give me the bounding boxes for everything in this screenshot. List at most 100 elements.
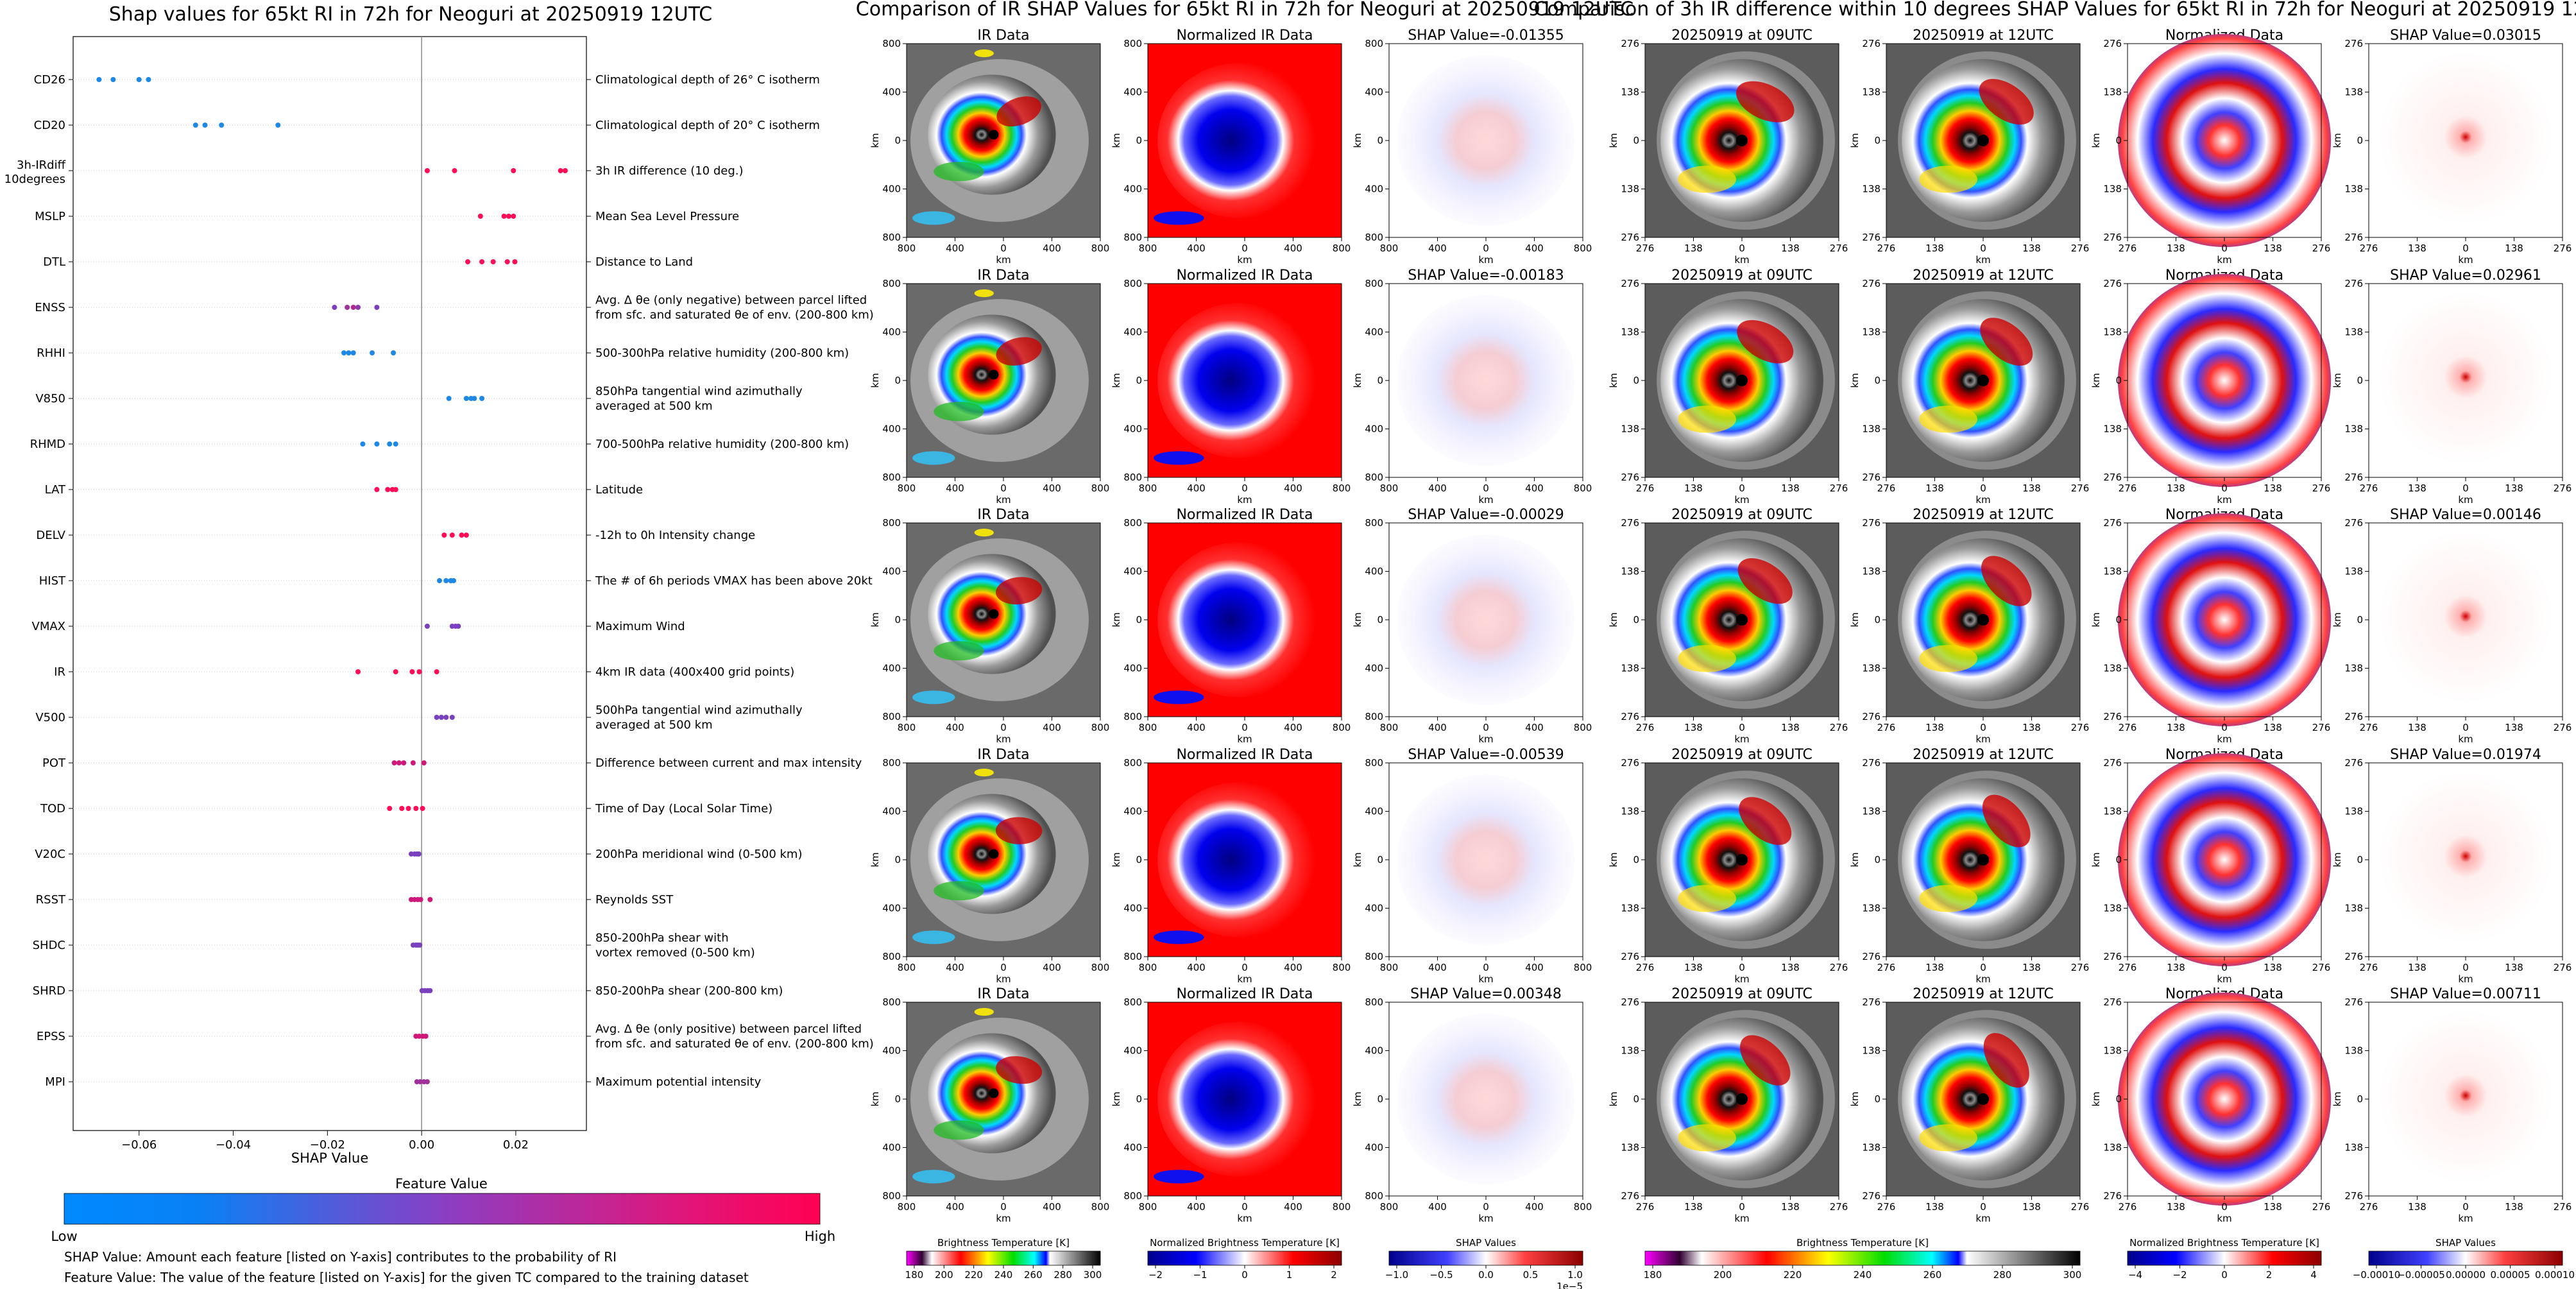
y-tick-label: 276 [1862, 232, 1881, 243]
y-tick-label: 400 [1123, 566, 1142, 577]
x-tick-label: 0 [1241, 482, 1248, 494]
image-panel-title: SHAP Value=-0.00183 [1408, 268, 1564, 284]
x-tick-label: 800 [898, 962, 916, 973]
shap-pattern [1397, 295, 1575, 466]
colorbar-label: Brightness Temperature [K] [937, 1237, 1070, 1249]
colorbar-tick-label: −1 [1193, 1269, 1207, 1281]
y-tick-label: 138 [1621, 903, 1639, 914]
y-tick-label: 400 [1123, 423, 1142, 435]
x-tick-label: 0 [1000, 1201, 1007, 1213]
left-plot-frame [73, 36, 587, 1131]
outer-band [1678, 885, 1736, 912]
x-axis-label: km [996, 494, 1011, 506]
y-tick-label: 0 [1377, 614, 1383, 626]
x-tick-label: 138 [2167, 482, 2185, 494]
outer-band [934, 641, 984, 661]
image-panel: SHAP Value=0.007112762761381380013813827… [2332, 986, 2572, 1224]
colorbar-tick-label: 2 [1331, 1269, 1337, 1281]
shap-point [443, 715, 449, 720]
image-panel: Normalized IR Data8008004004000040040080… [1111, 507, 1351, 745]
y-tick-label: 800 [1365, 232, 1383, 243]
y-tick-label: 276 [1621, 711, 1639, 722]
x-tick-label: 400 [1525, 243, 1544, 254]
y-tick-label: 276 [1621, 278, 1639, 289]
colorbar-tick-label: 300 [2063, 1269, 2082, 1281]
x-tick-label: 800 [1139, 482, 1157, 494]
y-axis-label: km [1352, 133, 1363, 148]
feature-code-label: V850 [35, 392, 65, 405]
shap-point [393, 441, 398, 447]
x-axis-label: km [996, 1213, 1011, 1224]
x-tick-label: 138 [2022, 482, 2041, 494]
x-tick-label: 276 [2119, 722, 2137, 733]
y-tick-label: 138 [1621, 327, 1639, 338]
x-tick-label: 276 [2360, 1201, 2378, 1213]
y-tick-label: 276 [1862, 278, 1881, 289]
y-tick-label: 138 [2344, 566, 2363, 577]
y-tick-label: 400 [882, 1045, 901, 1057]
y-tick-label: 276 [1862, 996, 1881, 1008]
x-tick-label: 400 [1284, 1201, 1302, 1213]
image-panel-title: Normalized IR Data [1176, 28, 1313, 44]
x-tick-label: 0 [1739, 482, 1745, 494]
feature-description: Climatological depth of 20° C isotherm [595, 119, 820, 132]
x-tick-label: 138 [1781, 722, 1800, 733]
x-tick-label: 800 [1380, 482, 1399, 494]
y-tick-label: 0 [1377, 375, 1383, 386]
norm-core [1157, 1021, 1320, 1177]
x-tick-label: 0 [2462, 482, 2469, 494]
y-tick-label: 138 [2344, 423, 2363, 435]
y-tick-label: 400 [1365, 184, 1383, 195]
image-panel: 20250919 at 09UTC27627613813800138138276… [1608, 986, 1848, 1224]
colorbar [906, 1251, 1101, 1266]
x-tick-label: 0 [1241, 243, 1248, 254]
y-tick-label: 800 [1123, 996, 1142, 1008]
x-tick-label: 276 [1636, 962, 1655, 973]
y-tick-label: 400 [882, 327, 901, 338]
feature-code-label: CD20 [34, 119, 65, 132]
x-axis-label: km [1237, 733, 1252, 745]
y-tick-label: 0 [1633, 135, 1639, 146]
left-x-axis-label: SHAP Value [291, 1150, 369, 1166]
feature-description: 700-500hPa relative humidity (200-800 km… [595, 438, 849, 451]
x-tick-label: 138 [1781, 962, 1800, 973]
image-panel-title: IR Data [977, 986, 1029, 1002]
image-panel-title: IR Data [977, 268, 1029, 284]
rain-band [996, 577, 1043, 605]
shap-point [416, 851, 422, 857]
storm-eye [1736, 1093, 1748, 1105]
north-cell [974, 529, 994, 537]
y-axis-label: km [2090, 852, 2102, 867]
shap-point [405, 806, 411, 811]
shap-point [219, 123, 225, 128]
feature-description: averaged at 500 km [595, 719, 713, 732]
y-tick-label: 800 [1123, 757, 1142, 769]
shap-point [418, 897, 423, 902]
image-panel: SHAP Value=-0.00183800800400400004004008… [1352, 268, 1592, 506]
y-tick-label: 276 [2103, 711, 2122, 722]
outer-band [934, 881, 984, 901]
shap-point [399, 806, 405, 811]
y-tick-label: 276 [2344, 951, 2363, 962]
norm-swirl [2117, 33, 2332, 248]
image-panel: Normalized IR Data8008004004000040040080… [1111, 28, 1351, 266]
shap-pattern [1397, 1014, 1575, 1184]
x-tick-label: 276 [1830, 482, 1848, 494]
x-tick-label: 276 [2071, 243, 2090, 254]
x-tick-label: 276 [2360, 722, 2378, 733]
x-axis-label: km [1975, 494, 1990, 506]
x-tick-label: 276 [2360, 962, 2378, 973]
image-panel: Normalized Data2762761381380013813827627… [2090, 747, 2332, 985]
image-panel-title: 20250919 at 09UTC [1671, 28, 1813, 44]
y-tick-label: 0 [1874, 1093, 1881, 1105]
y-tick-label: 400 [1123, 1045, 1142, 1057]
y-axis-label: km [2090, 133, 2102, 148]
colorbar-tick-label: −2 [1148, 1269, 1163, 1281]
x-tick-label: 0 [2462, 722, 2469, 733]
y-tick-label: 276 [2344, 232, 2363, 243]
y-tick-label: 138 [1621, 87, 1639, 98]
storm-eye [1977, 374, 1990, 387]
feature-code-label: V500 [35, 711, 65, 724]
y-tick-label: 276 [2344, 472, 2363, 483]
